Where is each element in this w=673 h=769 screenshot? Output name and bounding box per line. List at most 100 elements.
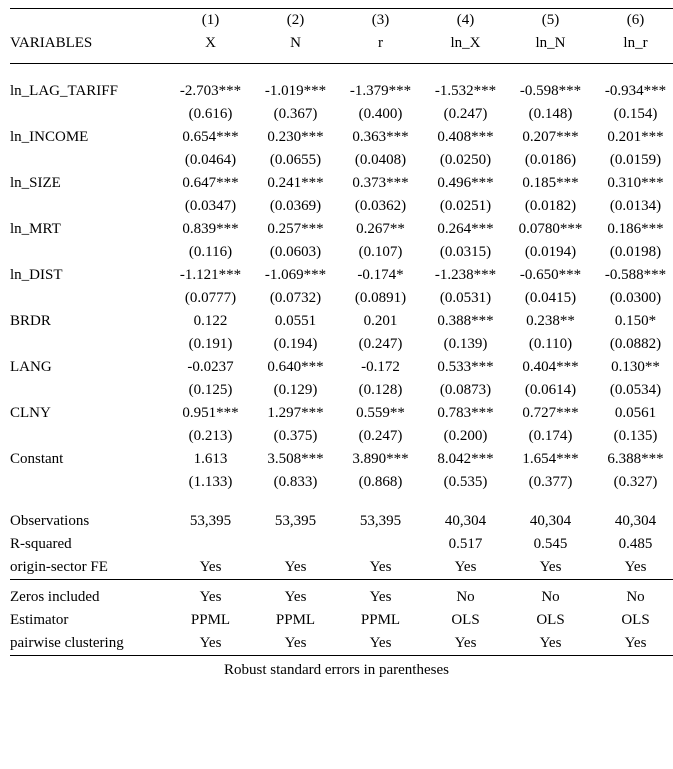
se-cell: (0.213) [168,425,253,448]
bottom-cell: Yes [338,632,423,656]
var-label: ln_LAG_TARIFF [10,80,168,103]
se-cell: (0.0186) [508,149,593,172]
coef-cell: 0.238** [508,310,593,333]
se-cell: (0.616) [168,103,253,126]
bottom-cell: No [508,586,593,609]
se-cell: (0.135) [593,425,673,448]
bottom-label: Estimator [10,609,168,632]
bottom-cell: Yes [508,632,593,656]
var-label: BRDR [10,310,168,333]
coef-cell: 0.404*** [508,356,593,379]
se-cell: (0.0777) [168,287,253,310]
coef-cell: 0.647*** [168,172,253,195]
coef-cell: -0.650*** [508,264,593,287]
se-cell: (0.107) [338,241,423,264]
se-cell: (0.0415) [508,287,593,310]
coef-cell: 0.839*** [168,218,253,241]
coef-cell: 1.654*** [508,448,593,471]
bottom-cell: PPML [168,609,253,632]
se-cell: (0.0198) [593,241,673,264]
bottom-cell: PPML [338,609,423,632]
coef-cell: 0.654*** [168,126,253,149]
stat-cell: Yes [338,556,423,580]
bottom-cell: Yes [593,632,673,656]
coef-cell: -0.598*** [508,80,593,103]
coef-cell: -1.019*** [253,80,338,103]
coef-cell: 0.783*** [423,402,508,425]
se-cell: (0.0603) [253,241,338,264]
coef-cell: 0.207*** [508,126,593,149]
col-num-1: (1) [168,9,253,33]
coef-cell: 0.373*** [338,172,423,195]
col-num-5: (5) [508,9,593,33]
se-cell: (0.0408) [338,149,423,172]
coef-cell: 0.727*** [508,402,593,425]
coef-cell: 0.186*** [593,218,673,241]
col-num-6: (6) [593,9,673,33]
coef-cell: -0.172 [338,356,423,379]
bottom-cell: Yes [253,632,338,656]
se-cell: (0.194) [253,333,338,356]
bottom-label: Zeros included [10,586,168,609]
stat-cell: 0.545 [508,533,593,556]
se-cell: (0.868) [338,471,423,494]
col-name-1: X [168,32,253,55]
se-cell: (0.129) [253,379,338,402]
coef-cell: -0.934*** [593,80,673,103]
col-name-2: N [253,32,338,55]
col-num-3: (3) [338,9,423,33]
col-name-5: ln_N [508,32,593,55]
coef-cell: 0.264*** [423,218,508,241]
bottom-cell: PPML [253,609,338,632]
coef-cell: 0.533*** [423,356,508,379]
coef-cell: 0.640*** [253,356,338,379]
se-cell: (0.0250) [423,149,508,172]
col-num-2: (2) [253,9,338,33]
coef-cell: 0.0551 [253,310,338,333]
stat-cell [168,533,253,556]
bottom-cell: No [593,586,673,609]
se-cell: (0.128) [338,379,423,402]
se-cell: (0.247) [338,333,423,356]
coef-cell: -2.703*** [168,80,253,103]
stat-cell: 53,395 [168,510,253,533]
se-cell: (0.833) [253,471,338,494]
se-cell: (0.400) [338,103,423,126]
stat-label: origin-sector FE [10,556,168,580]
se-cell: (0.0891) [338,287,423,310]
se-cell: (0.247) [423,103,508,126]
stat-cell: 40,304 [508,510,593,533]
bottom-cell: OLS [423,609,508,632]
var-label: ln_INCOME [10,126,168,149]
se-cell: (0.0882) [593,333,673,356]
var-label: ln_SIZE [10,172,168,195]
se-cell: (0.0655) [253,149,338,172]
se-cell: (0.367) [253,103,338,126]
coef-cell: -0.588*** [593,264,673,287]
coef-cell: 0.130** [593,356,673,379]
se-cell: (1.133) [168,471,253,494]
se-cell: (0.0251) [423,195,508,218]
bottom-cell: Yes [423,632,508,656]
coef-cell: -1.069*** [253,264,338,287]
se-cell: (0.327) [593,471,673,494]
stat-label: Observations [10,510,168,533]
coef-cell: 0.230*** [253,126,338,149]
se-cell: (0.125) [168,379,253,402]
var-label: Constant [10,448,168,471]
coef-cell: 0.951*** [168,402,253,425]
se-cell: (0.0531) [423,287,508,310]
coef-cell: 1.613 [168,448,253,471]
se-cell: (0.110) [508,333,593,356]
var-label: ln_MRT [10,218,168,241]
coef-cell: 0.0561 [593,402,673,425]
col-name-6: ln_r [593,32,673,55]
stat-cell [338,533,423,556]
se-cell: (0.0182) [508,195,593,218]
stat-cell: 40,304 [593,510,673,533]
coef-cell: 0.150* [593,310,673,333]
stat-cell: Yes [593,556,673,580]
se-cell: (0.0464) [168,149,253,172]
se-cell: (0.0873) [423,379,508,402]
stat-cell: Yes [423,556,508,580]
